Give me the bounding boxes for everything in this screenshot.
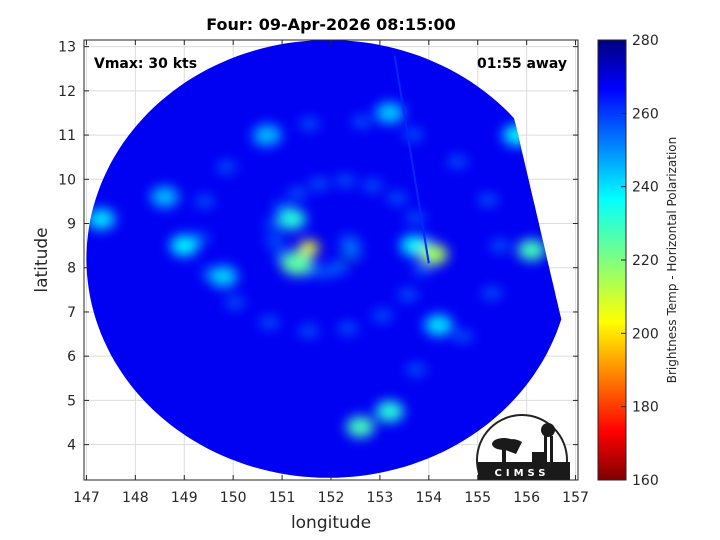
x-tick-label: 148 <box>122 490 149 506</box>
spiral-band-segment <box>309 177 330 190</box>
feature-band <box>170 235 199 257</box>
time-away-annotation: 01:55 away <box>477 56 567 72</box>
spiral-band-segment <box>406 363 427 376</box>
x-tick-label: 153 <box>367 490 394 506</box>
spiral-band-segment <box>351 115 372 128</box>
spiral-band-segment <box>362 179 383 192</box>
x-tick-label: 155 <box>464 490 491 506</box>
spiral-band-segment <box>337 322 358 335</box>
feature-band <box>375 102 404 124</box>
spiral-band-segment <box>335 174 356 187</box>
spiral-band-segment <box>387 192 408 205</box>
y-tick-label: 9 <box>67 217 76 233</box>
spiral-band-segment <box>452 330 473 343</box>
y-axis: 4 5 6 7 8 9 10 11 12 13 <box>58 40 578 454</box>
spiral-band-segment <box>481 287 502 300</box>
colorbar-tick-label: 200 <box>632 326 659 342</box>
spiral-band-segment <box>259 316 280 329</box>
swath-background <box>86 40 562 478</box>
colorbar-tick-label: 240 <box>632 180 659 196</box>
y-tick-label: 4 <box>67 438 76 454</box>
scan-seam <box>393 55 430 264</box>
spiral-band-segment <box>194 195 215 208</box>
x-tick-label: 149 <box>171 490 198 506</box>
spiral-band-segment <box>298 325 319 338</box>
colorbar-ticks: 160 180 200 220 240 260 280 <box>621 33 659 489</box>
spiral-band-segment <box>412 263 433 276</box>
feature-band <box>253 124 282 146</box>
feature-band <box>419 243 448 265</box>
spiral-band-segment <box>372 309 393 322</box>
spiral-band-segment <box>447 155 468 168</box>
y-tick-label: 7 <box>67 305 76 321</box>
vmax-annotation: Vmax: 30 kts <box>94 56 197 72</box>
x-tick-label: 147 <box>73 490 100 506</box>
feature-band <box>150 186 179 208</box>
y-axis-label: latitude <box>32 227 52 292</box>
feature-eyewall <box>280 251 313 276</box>
x-tick-label: 154 <box>415 490 442 506</box>
colorbar-tick-label: 160 <box>632 473 659 489</box>
spiral-band-segment <box>490 239 511 252</box>
feature-band <box>277 208 306 230</box>
colorbar-tick-label: 180 <box>632 400 659 416</box>
y-tick-label: 13 <box>58 40 76 56</box>
x-tick-label: 150 <box>220 490 247 506</box>
feature-band <box>517 239 546 261</box>
feature-band <box>87 208 116 230</box>
swath-features <box>87 102 546 438</box>
spiral-band-segment <box>397 288 418 301</box>
heatmap-swath <box>86 40 562 478</box>
y-tick-label: 10 <box>58 172 76 188</box>
spiral-band-segment <box>287 187 308 200</box>
colorbar-tick-label: 220 <box>632 253 659 269</box>
spiral-band-segment <box>265 234 286 247</box>
feature-band <box>346 416 375 438</box>
feature-warm-core <box>298 240 319 256</box>
y-tick-label: 5 <box>67 393 76 409</box>
cimss-logo: CIMSS <box>476 414 570 480</box>
colorbar-label: Brightness Temp - Horizontal Polarizatio… <box>665 137 679 384</box>
feature-center <box>338 253 359 269</box>
x-axis-label: longitude <box>291 513 371 533</box>
feature-band <box>424 314 453 336</box>
y-tick-label: 8 <box>67 261 76 277</box>
y-tick-label: 6 <box>67 349 76 365</box>
colorbar-tick-label: 280 <box>632 33 659 49</box>
x-tick-label: 157 <box>562 490 589 506</box>
spiral-band-segment <box>224 296 245 309</box>
x-tick-label: 152 <box>318 490 345 506</box>
spiral-band-segment <box>216 161 237 174</box>
x-tick-label: 151 <box>269 490 296 506</box>
spiral-band-segment <box>299 117 320 130</box>
x-tick-label: 156 <box>513 490 540 506</box>
y-tick-label: 12 <box>58 84 76 100</box>
feature-band <box>375 400 404 422</box>
x-axis: 147 148 149 150 151 152 153 154 155 156 157 <box>73 40 589 506</box>
logo-text: CIMSS <box>495 468 550 479</box>
chart-title: Four: 09-Apr-2026 08:15:00 <box>206 15 456 34</box>
colorbar-tick-label: 260 <box>632 106 659 122</box>
feature-band <box>209 266 238 288</box>
spiral-band-segment <box>477 194 498 207</box>
spiral-band-segment <box>314 265 335 278</box>
y-tick-label: 11 <box>58 128 76 144</box>
